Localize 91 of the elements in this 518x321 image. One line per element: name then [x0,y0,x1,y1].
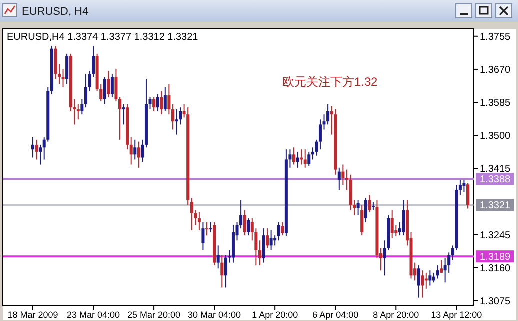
candlestick [281,222,284,236]
y-tick-label: 1.3160 [480,263,512,274]
candlestick [209,222,212,233]
x-tick-label: 13 Apr 12:00 [431,310,482,320]
candlestick [156,94,160,112]
candlestick [164,86,167,112]
candlestick [80,98,84,116]
candlestick [436,265,440,280]
candlestick [190,198,194,232]
chart-title: EURUSD, H4 [22,6,89,18]
candlestick [198,212,201,232]
candlestick [247,218,250,236]
candlestick [35,139,38,160]
candlestick [402,200,406,236]
candlestick [342,164,345,186]
candlestick [168,84,171,116]
candlestick [216,245,220,270]
candlestick [130,137,133,166]
candlestick [220,254,224,288]
candlestick [258,240,262,266]
y-tick-label: 1.3585 [480,98,512,110]
candlestick [262,228,266,264]
candlestick [137,141,140,168]
candlestick [243,210,246,236]
candlestick [368,194,372,213]
x-tick-label: 25 Mar 20:00 [128,310,181,320]
candlestick [304,149,307,168]
y-tick-label: 1.3415 [480,164,512,176]
candlestick [179,107,182,126]
candlestick [202,222,205,251]
candlestick [76,104,80,120]
candlestick [466,182,470,210]
candlestick [114,68,118,102]
x-tick-label: 23 Mar 04:00 [67,310,120,320]
candlestick [32,137,34,158]
candlestick [372,202,375,211]
ref-line-label: 1.3189 [480,252,512,264]
x-tick-label: 1 Apr 20:00 [252,310,298,320]
candlestick [160,90,164,116]
candlestick [428,270,432,286]
candlestick [118,96,122,140]
x-tick-label: 6 Apr 04:00 [312,310,359,320]
candlestick [171,104,174,130]
candlestick [175,109,178,136]
candlestick [122,104,126,126]
candlestick [84,74,88,108]
candlestick [360,204,364,236]
candlestick [364,198,368,223]
candlestick [277,222,280,242]
candlestick [152,96,156,112]
x-tick-label: 18 Mar 2009 [8,310,58,320]
candlestick [308,151,311,166]
candlestick [390,210,394,239]
candlestick [224,254,228,288]
candlestick [58,64,61,85]
candlestick [292,147,296,166]
candlestick [458,179,462,196]
candlestick [39,144,42,166]
candlestick [148,96,152,110]
candlestick [421,270,424,298]
ref-line-label: 1.3388 [480,174,512,186]
candlestick [62,68,65,88]
x-tick-label: 8 Apr 20:00 [373,310,420,320]
y-tick-label: 1.3670 [480,64,512,76]
candlestick [110,74,114,98]
x-tick-label: 30 Mar 04:00 [188,310,242,320]
candlestick [266,228,270,249]
candlestick [356,200,360,216]
candlestick [417,265,420,298]
candlestick [315,139,318,156]
candlestick [440,260,444,274]
candlestick [318,119,322,150]
candlestick [270,230,273,251]
candlestick [338,167,341,191]
y-tick-label: 1.3500 [480,131,512,142]
candlestick [296,151,300,168]
candlestick [92,46,96,78]
candlestick [353,200,356,216]
candlestick [66,53,69,85]
candlestick [134,139,137,160]
candlestick [206,222,208,236]
candlestick [462,179,466,193]
candlestick [103,76,106,105]
annotation: 欧元关注下方1.32 [282,75,378,89]
candlestick [107,70,110,98]
ref-line-label: 1.3321 [480,200,512,212]
candlestick [141,139,144,163]
chart-subtitle: EURUSD,H4 1.3374 1.3377 1.3312 1.3321 [7,32,199,43]
y-tick-label: 1.3755 [480,32,512,43]
y-tick-label: 1.3245 [480,230,512,242]
y-tick-label: 1.3075 [480,296,512,308]
